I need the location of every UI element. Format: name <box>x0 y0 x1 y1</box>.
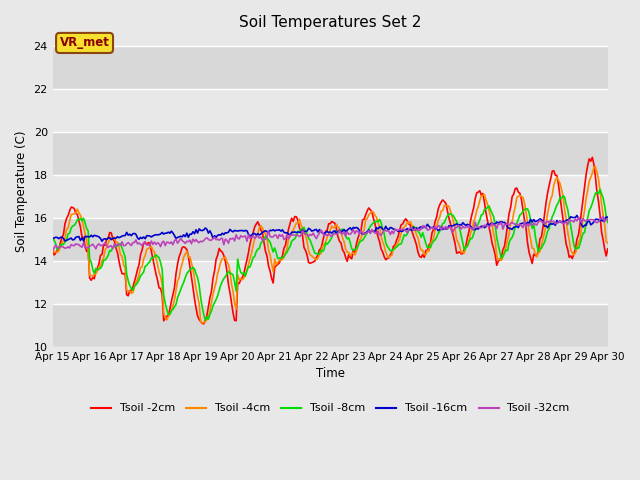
Legend: Tsoil -2cm, Tsoil -4cm, Tsoil -8cm, Tsoil -16cm, Tsoil -32cm: Tsoil -2cm, Tsoil -4cm, Tsoil -8cm, Tsoi… <box>86 399 574 418</box>
Tsoil -16cm <box>64 237 72 242</box>
Tsoil -32cm <box>64 244 72 250</box>
Tsoil -8cm <box>202 317 209 323</box>
Tsoil -2cm <box>200 321 207 326</box>
Tsoil -8cm <box>64 231 72 237</box>
Tsoil -32cm <box>599 214 607 219</box>
Tsoil -4cm <box>385 255 393 261</box>
Text: VR_met: VR_met <box>60 36 109 49</box>
Tsoil -32cm <box>396 227 403 232</box>
Tsoil -8cm <box>538 245 545 251</box>
Bar <box>52 132 608 175</box>
Tsoil -16cm <box>98 239 106 244</box>
Line: Tsoil -4cm: Tsoil -4cm <box>52 167 608 323</box>
Tsoil -2cm <box>152 271 160 277</box>
Tsoil -2cm <box>397 222 405 228</box>
Tsoil -8cm <box>152 252 160 258</box>
Tsoil -8cm <box>604 219 612 225</box>
Tsoil -8cm <box>397 241 405 247</box>
Bar <box>52 218 608 261</box>
Tsoil -32cm <box>152 241 160 247</box>
Tsoil -4cm <box>538 242 545 248</box>
Tsoil -2cm <box>367 207 374 213</box>
Bar <box>52 261 608 304</box>
Tsoil -32cm <box>49 248 56 253</box>
Line: Tsoil -32cm: Tsoil -32cm <box>52 216 608 251</box>
Tsoil -8cm <box>385 245 393 251</box>
Tsoil -2cm <box>49 249 56 254</box>
Tsoil -32cm <box>383 228 391 234</box>
Tsoil -16cm <box>538 216 545 222</box>
Tsoil -4cm <box>49 245 56 251</box>
Tsoil -2cm <box>64 213 72 218</box>
Tsoil -8cm <box>596 186 604 192</box>
Tsoil -4cm <box>367 210 374 216</box>
Y-axis label: Soil Temperature (C): Soil Temperature (C) <box>15 130 28 252</box>
Line: Tsoil -2cm: Tsoil -2cm <box>52 157 608 324</box>
Tsoil -8cm <box>367 223 374 229</box>
Tsoil -16cm <box>573 213 580 218</box>
X-axis label: Time: Time <box>316 367 345 380</box>
Tsoil -8cm <box>49 235 56 240</box>
Tsoil -2cm <box>604 246 612 252</box>
Tsoil -16cm <box>604 215 612 220</box>
Tsoil -16cm <box>154 232 161 238</box>
Tsoil -4cm <box>604 240 612 246</box>
Tsoil -2cm <box>385 255 393 261</box>
Tsoil -4cm <box>591 164 599 169</box>
Tsoil -32cm <box>365 228 372 234</box>
Tsoil -4cm <box>64 225 72 231</box>
Tsoil -2cm <box>589 155 596 160</box>
Line: Tsoil -16cm: Tsoil -16cm <box>52 216 608 241</box>
Title: Soil Temperatures Set 2: Soil Temperatures Set 2 <box>239 15 421 30</box>
Bar <box>52 46 608 89</box>
Tsoil -32cm <box>604 217 612 223</box>
Tsoil -4cm <box>152 255 160 261</box>
Tsoil -2cm <box>538 234 545 240</box>
Tsoil -16cm <box>397 228 405 234</box>
Bar <box>52 304 608 347</box>
Tsoil -32cm <box>536 217 544 223</box>
Tsoil -16cm <box>49 236 56 241</box>
Tsoil -4cm <box>397 230 405 236</box>
Line: Tsoil -8cm: Tsoil -8cm <box>52 189 608 320</box>
Tsoil -16cm <box>367 229 374 235</box>
Tsoil -16cm <box>385 227 393 232</box>
Tsoil -4cm <box>198 320 206 326</box>
Bar <box>52 89 608 132</box>
Bar <box>52 175 608 218</box>
